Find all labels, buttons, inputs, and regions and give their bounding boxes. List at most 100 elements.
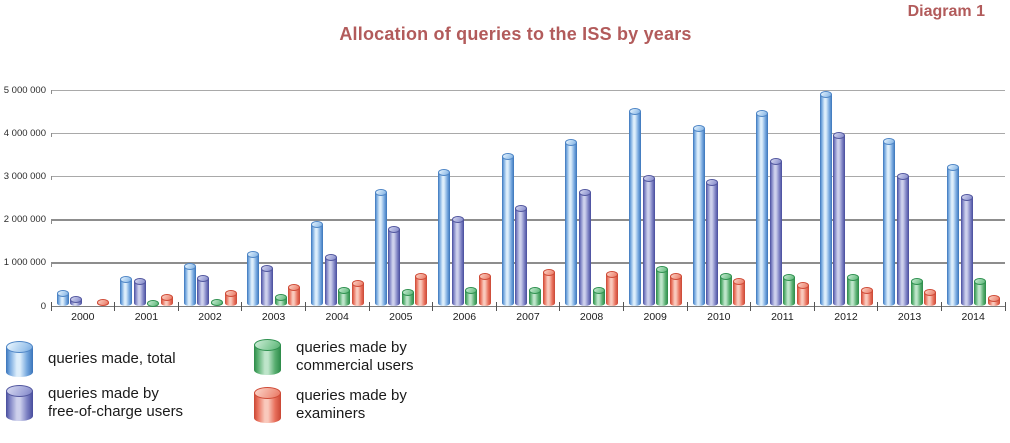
x-axis-label: 2013 xyxy=(897,311,922,323)
bar-green-2006 xyxy=(465,287,478,306)
bar-purple-2005 xyxy=(388,226,401,306)
bar-blue-2005 xyxy=(374,189,387,306)
x-axis-label: 2011 xyxy=(771,311,794,323)
bar-top-ellipse xyxy=(542,269,555,276)
legend-item-commercial: queries made by commercial users xyxy=(254,339,414,376)
bar-top-ellipse xyxy=(860,287,873,294)
bar-blue-2007 xyxy=(501,153,514,306)
bar-blue-2003 xyxy=(247,251,260,306)
bar-green-2002 xyxy=(210,299,223,306)
bar-top-ellipse xyxy=(692,125,705,132)
bar-top-ellipse xyxy=(974,278,987,285)
gridline-left-tick xyxy=(51,219,52,224)
bar-top-ellipse xyxy=(478,273,491,280)
bar-top-ellipse xyxy=(351,280,364,287)
x-axis-label: 2010 xyxy=(707,311,731,323)
bar-top-ellipse xyxy=(374,189,387,196)
bar-top-ellipse xyxy=(733,278,746,285)
x-axis-tick xyxy=(495,302,497,311)
bar-blue-2000 xyxy=(56,290,69,306)
bar-chart-plot-area: 0 1 000 000 2 000 000 3 000 000 4 000 000 5 0… xyxy=(3,85,1006,323)
bar-green-2013 xyxy=(910,278,923,306)
bar-top-ellipse xyxy=(669,273,682,280)
x-axis-tick xyxy=(241,302,243,311)
y-axis-label: 2 000 000 xyxy=(3,214,46,226)
x-axis-label: 2008 xyxy=(579,311,604,323)
bar-blue-2006 xyxy=(438,169,451,306)
bar-top-ellipse xyxy=(97,299,110,306)
x-axis-tick xyxy=(559,302,561,311)
x-axis-label: 2004 xyxy=(325,311,349,323)
gridline-left-tick xyxy=(51,262,52,267)
bar-top-ellipse xyxy=(56,290,69,297)
purple-cylinder-icon xyxy=(6,385,33,422)
bar-top-ellipse xyxy=(197,275,210,282)
x-axis-tick xyxy=(1004,302,1006,311)
bar-red-2003 xyxy=(288,284,301,306)
y-axis-label: 4 000 000 xyxy=(3,127,46,139)
bar-purple-2003 xyxy=(260,265,273,306)
x-axis-tick xyxy=(686,302,688,311)
bar-purple-2004 xyxy=(324,254,337,306)
bar-top-ellipse xyxy=(247,251,260,258)
x-axis-tick xyxy=(940,302,942,311)
bar-top-ellipse xyxy=(465,287,478,294)
bar-top-ellipse xyxy=(160,294,173,301)
legend-item-total: queries made, total xyxy=(6,341,176,377)
bar-purple-2010 xyxy=(706,179,719,306)
bar-top-ellipse xyxy=(288,284,301,291)
bar-red-2012 xyxy=(860,287,873,306)
x-axis-label: 2009 xyxy=(643,311,667,323)
bar-purple-2007 xyxy=(515,205,528,306)
bar-top-ellipse xyxy=(565,139,578,146)
bar-top-ellipse xyxy=(783,274,796,281)
bar-top-ellipse xyxy=(960,194,973,201)
bar-blue-2012 xyxy=(819,91,832,306)
x-axis-tick xyxy=(813,302,815,311)
bar-top-ellipse xyxy=(260,265,273,272)
bar-purple-2002 xyxy=(197,275,210,306)
bar-blue-2009 xyxy=(628,108,641,306)
bar-red-2014 xyxy=(987,295,1000,306)
bar-top-ellipse xyxy=(592,287,605,294)
x-axis-tick xyxy=(114,302,116,311)
bar-red-2005 xyxy=(415,273,428,306)
bar-red-2004 xyxy=(351,280,364,306)
bar-top-ellipse xyxy=(642,175,655,182)
bar-top-ellipse xyxy=(924,289,937,296)
bar-green-2003 xyxy=(274,294,287,306)
legend-cylinder-top xyxy=(6,385,33,398)
bar-blue-2013 xyxy=(883,138,896,306)
bar-green-2009 xyxy=(656,266,669,306)
x-axis-tick xyxy=(304,302,306,311)
x-axis-tick xyxy=(177,302,179,311)
bar-red-2010 xyxy=(733,278,746,306)
bar-purple-2008 xyxy=(578,189,591,306)
bar-top-ellipse xyxy=(451,216,464,223)
gridline xyxy=(51,261,1005,264)
bar-top-ellipse xyxy=(819,91,832,98)
y-axis-label: 0 xyxy=(40,300,46,312)
bar-red-2006 xyxy=(478,273,491,306)
gridline-left-tick xyxy=(51,133,52,138)
bar-top-ellipse xyxy=(388,226,401,233)
x-axis-label: 2005 xyxy=(389,311,413,323)
bar-top-ellipse xyxy=(324,254,337,261)
bar-top-ellipse xyxy=(147,300,160,307)
bar-top-ellipse xyxy=(438,169,451,176)
y-axis-label: 3 000 000 xyxy=(3,170,46,182)
bar-purple-2013 xyxy=(896,173,909,306)
bar-red-2002 xyxy=(224,290,237,306)
bar-blue-2010 xyxy=(692,125,705,306)
legend-cylinder-top xyxy=(254,339,281,352)
bar-green-2011 xyxy=(783,274,796,306)
bar-purple-2009 xyxy=(642,175,655,306)
gridline xyxy=(51,89,1005,91)
bar-blue-2001 xyxy=(120,276,133,306)
bar-top-ellipse xyxy=(528,287,541,294)
bar-top-ellipse xyxy=(883,138,896,145)
x-axis-label: 2006 xyxy=(452,311,477,323)
bar-green-2010 xyxy=(719,273,732,306)
bar-top-ellipse xyxy=(415,273,428,280)
bar-green-2001 xyxy=(147,300,160,307)
